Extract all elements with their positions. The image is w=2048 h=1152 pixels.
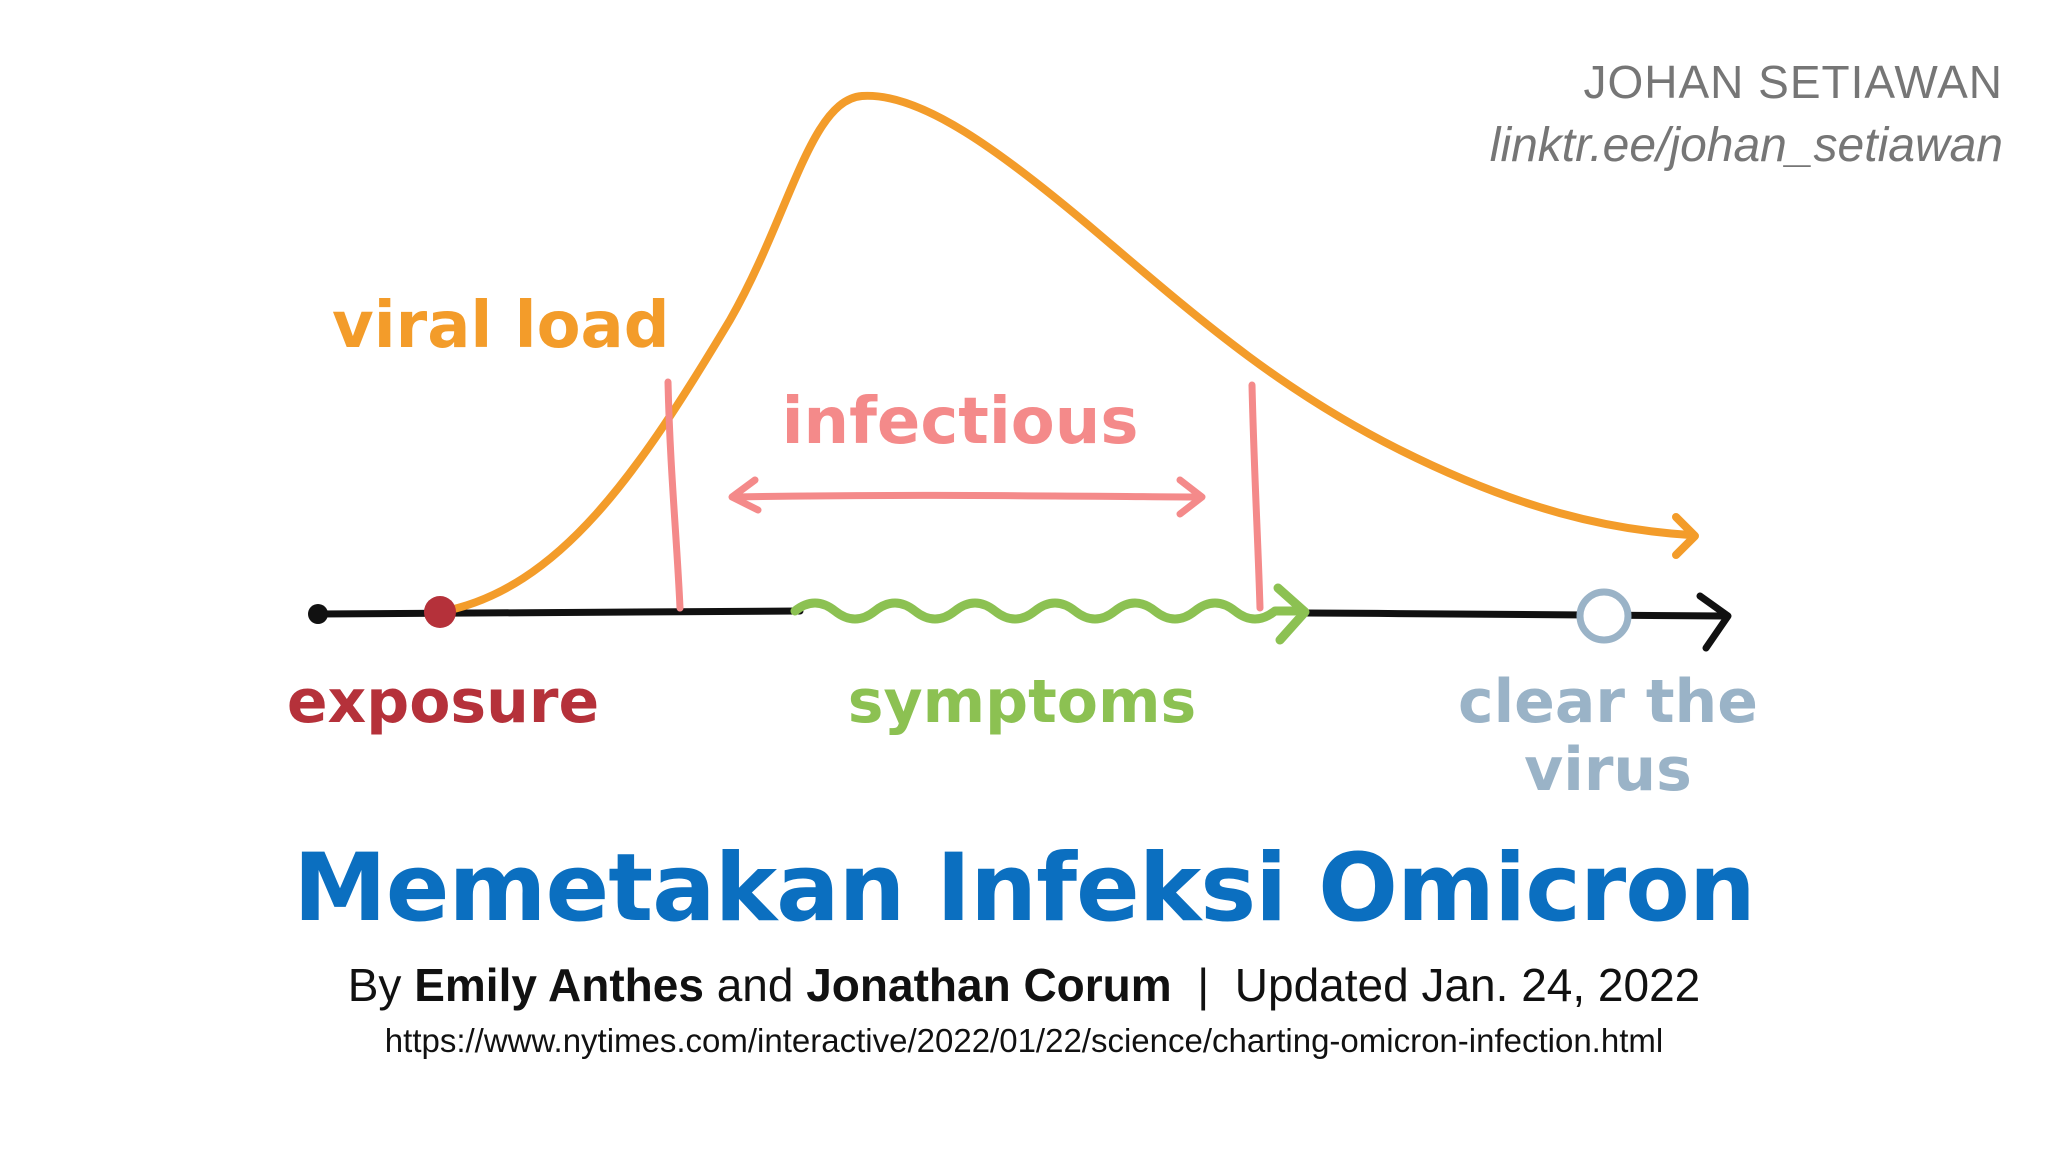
symptoms-squiggle xyxy=(790,598,1300,624)
infectious-arrow xyxy=(729,491,1204,501)
infectious-arrow-right-head xyxy=(1176,476,1206,518)
byline-author-2: Jonathan Corum xyxy=(806,959,1172,1011)
infectious-label: infectious xyxy=(782,385,1139,459)
credit-link[interactable]: linktr.ee/johan_setiawan xyxy=(1489,119,2003,172)
symptoms-arrowhead xyxy=(1273,583,1310,645)
timeline-start-dot xyxy=(308,604,328,624)
source-url[interactable]: https://www.nytimes.com/interactive/2022… xyxy=(384,1022,1664,1059)
infectious-arrow-left-head xyxy=(728,476,762,514)
clear-virus-label-line2: virus xyxy=(1524,735,1692,805)
credit-name: JOHAN SETIAWAN xyxy=(1583,56,2003,108)
byline-and: and xyxy=(716,959,794,1011)
symptoms-label: symptoms xyxy=(848,667,1196,737)
timeline-line xyxy=(314,607,804,618)
viral-load-label: viral load xyxy=(332,289,670,363)
infectious-end-marker xyxy=(1248,381,1264,612)
byline-separator: | xyxy=(1197,959,1210,1011)
clear-virus-label-line1: clear the xyxy=(1458,667,1758,737)
timeline-line-end xyxy=(1301,609,1729,620)
byline: By Emily Anthes and Jonathan Corum | Upd… xyxy=(0,962,2048,1008)
viral-load-arrowhead xyxy=(1672,513,1699,559)
omicron-infection-diagram: viral load infectious exposure symptoms … xyxy=(287,91,1758,805)
exposure-label: exposure xyxy=(287,667,599,737)
timeline-arrowhead xyxy=(1696,592,1732,652)
page-title: Memetakan Infeksi Omicron xyxy=(293,834,1756,943)
byline-updated: Updated Jan. 24, 2022 xyxy=(1234,959,1701,1011)
clear-virus-circle xyxy=(1576,588,1632,644)
infectious-start-marker xyxy=(664,378,684,612)
viral-load-curve xyxy=(436,91,1694,616)
byline-author-1: Emily Anthes xyxy=(414,959,704,1011)
exposure-dot xyxy=(424,596,456,628)
byline-by: By xyxy=(347,959,402,1011)
